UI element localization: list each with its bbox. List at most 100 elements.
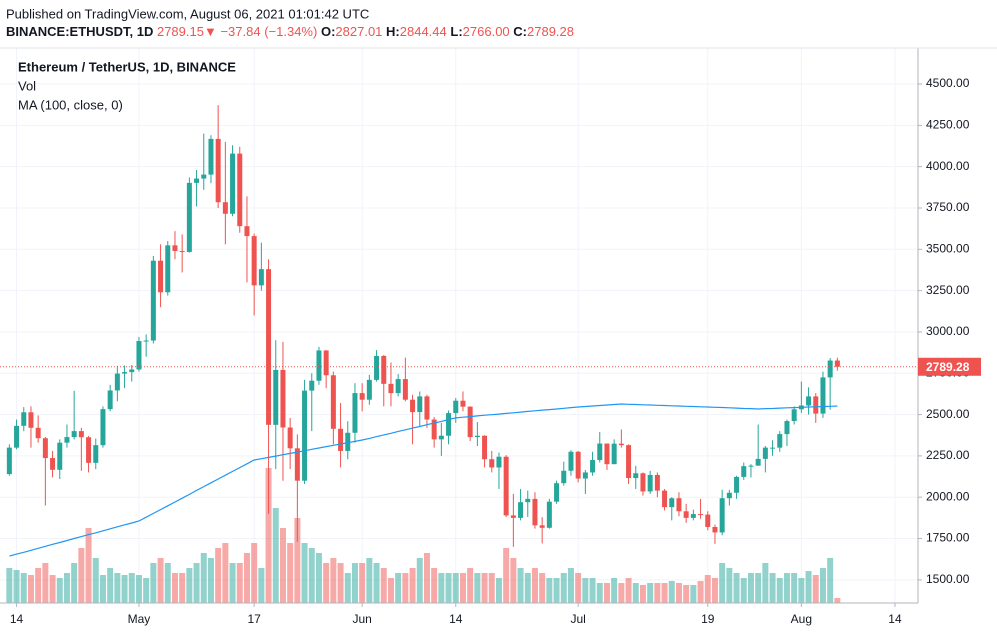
volume-bar	[503, 548, 510, 603]
volume-bar	[697, 581, 704, 603]
candle-body	[597, 443, 603, 461]
ma-label: MA (100, close, 0)	[18, 97, 123, 112]
volume-pane	[6, 468, 841, 603]
candles	[6, 105, 840, 547]
candle-body	[100, 409, 106, 446]
volume-bar	[539, 573, 546, 603]
volume-bar	[265, 468, 272, 603]
volume-bar	[510, 558, 517, 603]
x-tick-label: 14	[888, 612, 902, 626]
volume-bar	[56, 578, 63, 603]
h-label: H:	[386, 24, 400, 39]
price-label: 2789.28	[926, 360, 970, 374]
candle-body	[201, 174, 207, 179]
candle-body	[122, 372, 128, 374]
candle-body	[129, 369, 135, 373]
candle-body	[734, 476, 740, 493]
volume-bar	[747, 573, 754, 603]
candle-body	[690, 514, 696, 518]
volume-bar	[654, 583, 661, 603]
volume-bar	[488, 573, 495, 603]
candle-body	[806, 396, 812, 406]
volume-bar	[344, 573, 351, 603]
volume-bar	[812, 575, 819, 603]
candle-body	[626, 445, 632, 479]
candle-body	[590, 460, 596, 473]
volume-bar	[200, 553, 207, 603]
volume-bar	[243, 553, 250, 603]
volume-bar	[445, 573, 452, 603]
candle-body	[273, 369, 279, 425]
volume-bar	[387, 578, 394, 603]
candle-body	[302, 390, 308, 481]
volume-bar	[272, 508, 279, 603]
volume-bar	[553, 578, 560, 603]
candle-body	[813, 396, 819, 414]
volume-bar	[49, 575, 56, 603]
volume-bar	[114, 573, 121, 603]
candle-body	[352, 393, 358, 433]
volume-bar	[675, 583, 682, 603]
candle-body	[410, 399, 416, 413]
candle-body	[64, 437, 70, 443]
y-tick-label: 4500.00	[926, 76, 970, 90]
volume-bar	[805, 571, 812, 603]
volume-bar	[107, 568, 114, 603]
candle-body	[748, 465, 754, 467]
volume-bar	[596, 583, 603, 603]
volume-bar	[35, 568, 42, 603]
volume-bar	[618, 583, 625, 603]
candle-body	[575, 451, 581, 479]
candle-body	[582, 472, 588, 479]
volume-bar	[575, 573, 582, 603]
volume-bar	[359, 563, 366, 603]
x-tick-label: 17	[247, 612, 261, 626]
arrow: ▼	[204, 24, 217, 39]
volume-bar	[416, 558, 423, 603]
y-tick-label: 2000.00	[926, 489, 970, 503]
volume-bar	[6, 568, 13, 603]
volume-bar	[690, 585, 697, 603]
candle-body	[669, 498, 675, 508]
volume-bar	[294, 518, 301, 603]
candle-body	[503, 456, 509, 516]
candle-body	[467, 406, 473, 438]
candle-body	[791, 409, 797, 422]
candle-body	[21, 412, 27, 426]
candle-body	[71, 431, 77, 438]
volume-bar	[531, 568, 538, 603]
y-tick-label: 1500.00	[926, 572, 970, 586]
volume-bar	[171, 573, 178, 603]
volume-bar	[135, 575, 142, 603]
volume-bar	[783, 573, 790, 603]
candle-body	[424, 396, 430, 420]
volume-bar	[467, 568, 474, 603]
candle-body	[683, 511, 689, 518]
volume-bar	[704, 575, 711, 603]
volume-bar	[438, 573, 445, 603]
volume-bar	[164, 563, 171, 603]
candle-body	[453, 400, 459, 414]
candle-body	[179, 250, 185, 252]
candle-body	[215, 138, 221, 203]
candle-body	[834, 360, 840, 367]
candle-body	[294, 448, 300, 481]
y-tick-label: 1750.00	[926, 531, 970, 545]
y-tick-label: 2500.00	[926, 407, 970, 421]
volume-bar	[380, 568, 387, 603]
candle-body	[78, 431, 84, 438]
candle-body	[258, 269, 264, 286]
candle-body	[698, 514, 704, 516]
o-value: 2827.01	[335, 24, 382, 39]
volume-bar	[819, 568, 826, 603]
candle-body	[647, 474, 653, 492]
change: −37.84 (−1.34%)	[220, 24, 317, 39]
h-value: 2844.44	[400, 24, 447, 39]
candle-body	[741, 466, 747, 477]
volume-bar	[726, 568, 733, 603]
y-tick-label: 3000.00	[926, 324, 970, 338]
x-tick-label: 14	[449, 612, 463, 626]
volume-bar	[546, 578, 553, 603]
candle-body	[676, 498, 682, 512]
volume-bar	[560, 573, 567, 603]
